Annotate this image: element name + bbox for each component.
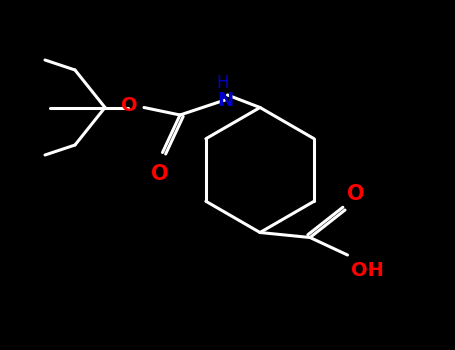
Text: O: O — [121, 96, 137, 114]
Text: N: N — [217, 91, 233, 110]
Text: H: H — [216, 75, 229, 92]
Text: OH: OH — [352, 261, 384, 280]
Text: O: O — [348, 184, 365, 204]
Text: O: O — [151, 163, 169, 183]
